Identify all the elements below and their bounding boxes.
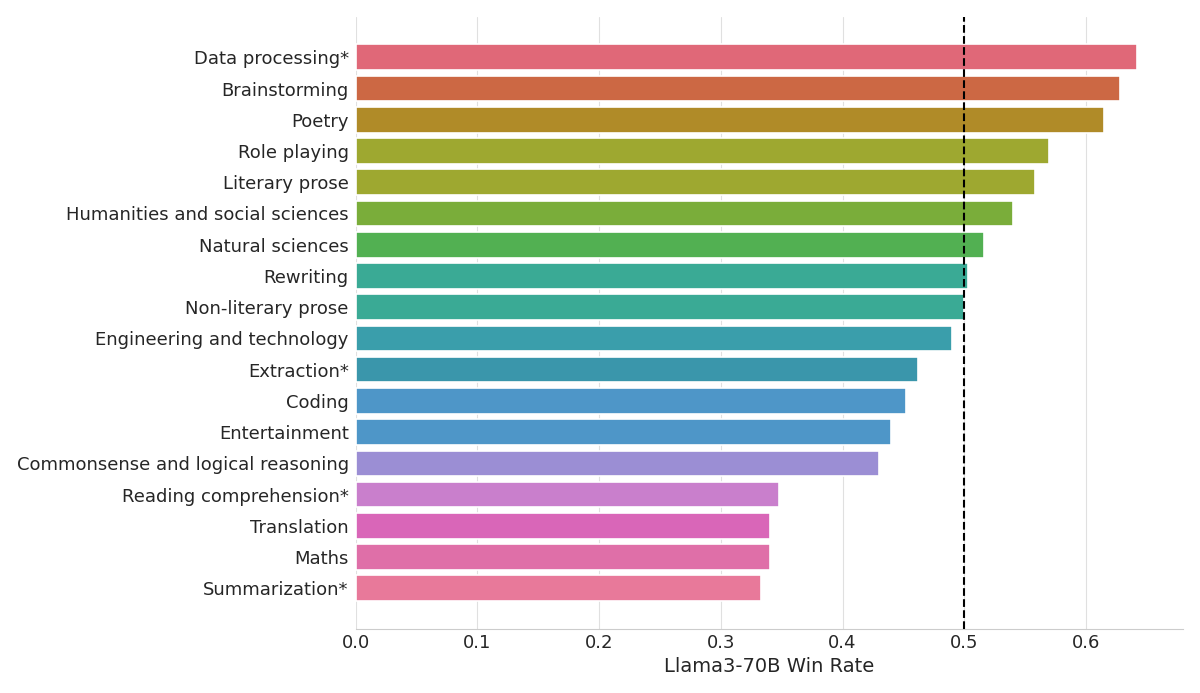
Bar (355, 169, 1034, 195)
Bar (355, 107, 1104, 132)
Bar (355, 544, 769, 570)
Bar (355, 326, 952, 351)
Bar (355, 388, 906, 414)
Bar (355, 263, 968, 289)
Bar (355, 357, 918, 383)
Bar (355, 76, 1120, 101)
Bar (355, 575, 761, 601)
Bar (355, 482, 779, 507)
Bar (355, 44, 1138, 70)
Bar (355, 295, 965, 320)
Bar (355, 232, 984, 258)
Bar (355, 450, 880, 476)
Bar (355, 419, 892, 445)
Bar (355, 513, 769, 538)
X-axis label: Llama3-70B Win Rate: Llama3-70B Win Rate (665, 658, 875, 676)
Bar (355, 201, 1013, 227)
Bar (355, 138, 1050, 164)
